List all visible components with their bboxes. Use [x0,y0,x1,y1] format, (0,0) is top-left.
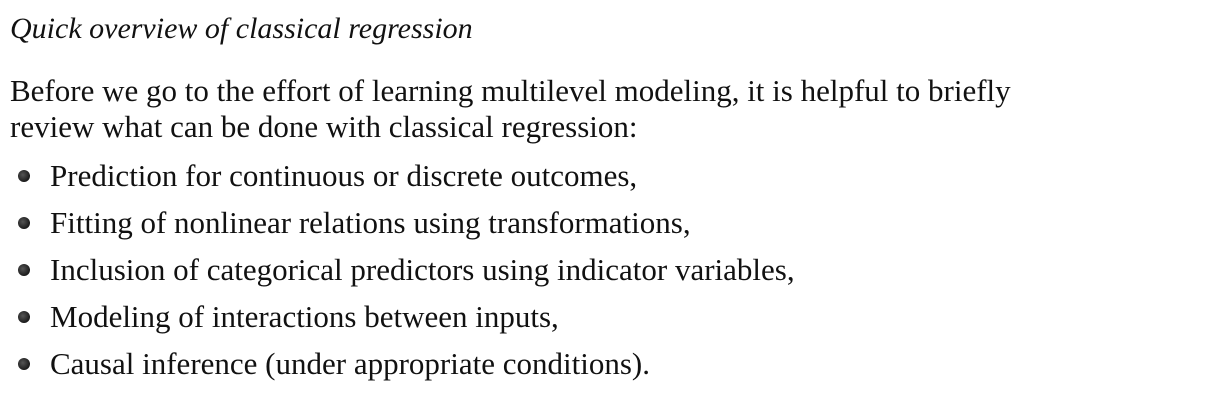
list-item-text: Inclusion of categorical predictors usin… [50,251,795,287]
bullet-icon [18,310,30,323]
intro-line-1: Before we go to the effort of learning m… [10,73,1011,108]
bullet-list: Prediction for continuous or discrete ou… [10,152,795,387]
list-item: Inclusion of categorical predictors usin… [10,246,795,293]
list-item-text: Modeling of interactions between inputs, [50,298,559,334]
intro-line-2: review what can be done with classical r… [10,109,638,144]
document-page: Quick overview of classical regression B… [10,0,1215,402]
list-item-text: Prediction for continuous or discrete ou… [50,157,638,193]
list-item: Causal inference (under appropriate cond… [10,340,795,387]
bullet-icon [18,169,30,182]
section-title: Quick overview of classical regression [10,12,473,45]
list-item: Fitting of nonlinear relations using tra… [10,199,795,246]
list-item: Prediction for continuous or discrete ou… [10,152,795,199]
bullet-icon [18,263,30,276]
intro-paragraph: Before we go to the effort of learning m… [10,73,1210,145]
bullet-icon [18,216,30,229]
list-item-text: Fitting of nonlinear relations using tra… [50,204,691,240]
bullet-icon [18,357,30,370]
list-item-text: Causal inference (under appropriate cond… [50,345,650,381]
list-item: Modeling of interactions between inputs, [10,293,795,340]
